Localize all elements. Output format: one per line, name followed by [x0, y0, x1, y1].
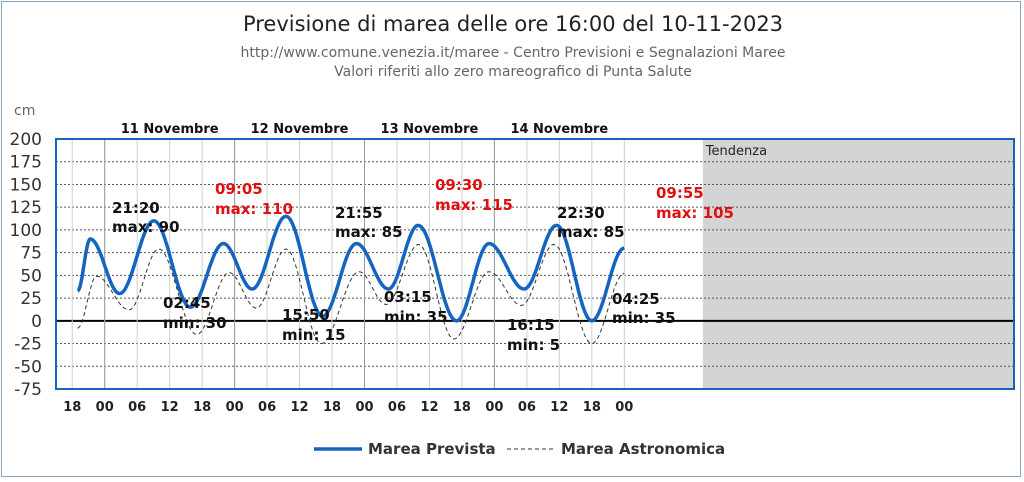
plot-frame — [55, 138, 1015, 390]
x-tick-label: 12 — [291, 400, 309, 415]
x-tick-label: 18 — [323, 400, 341, 415]
annotation-value: max: 85 — [557, 223, 625, 241]
astronomical-tide-line — [77, 243, 625, 345]
y-tick-label: 25 — [20, 289, 42, 309]
y-tick-label: -25 — [14, 335, 42, 355]
chart-subtitle-reference: Valori riferiti allo zero mareografico d… — [334, 64, 692, 80]
annotation-time: 09:55 — [656, 184, 704, 202]
y-tick-label: 200 — [10, 130, 42, 150]
x-tick-label: 12 — [161, 400, 179, 415]
x-tick-label: 06 — [518, 400, 536, 415]
tendenza-shade — [702, 139, 1014, 389]
annotation-value: max: 110 — [215, 200, 293, 218]
y-tick-label: 0 — [31, 312, 42, 332]
x-tick-label: 06 — [258, 400, 276, 415]
day-label: 11 Novembre — [121, 122, 219, 137]
x-tick-label: 18 — [453, 400, 471, 415]
y-tick-label: 50 — [20, 266, 42, 286]
annotation-value: min: 15 — [282, 326, 346, 344]
annotation-time: 09:30 — [435, 176, 483, 194]
annotation-value: max: 105 — [656, 204, 734, 222]
x-tick-label: 00 — [96, 400, 114, 415]
y-tick-label: -50 — [14, 357, 42, 377]
x-tick-label: 12 — [550, 400, 568, 415]
x-tick-label: 00 — [485, 400, 503, 415]
y-tick-label: 75 — [20, 244, 42, 264]
annotation-value: min: 35 — [384, 308, 448, 326]
chart-title: Previsione di marea delle ore 16:00 del … — [243, 12, 783, 36]
legend-label-forecast: Marea Prevista — [368, 440, 496, 458]
forecast-tide-line — [76, 214, 625, 323]
x-tick-label: 06 — [388, 400, 406, 415]
x-tick-label: 18 — [63, 400, 81, 415]
x-tick-label: 18 — [583, 400, 601, 415]
legend-label-astronomical: Marea Astronomica — [561, 440, 725, 458]
annotation-time: 09:05 — [215, 180, 263, 198]
annotation-time: 21:55 — [335, 204, 383, 222]
chart-subtitle-source: http://www.comune.venezia.it/maree - Cen… — [240, 45, 785, 61]
tendenza-label: Tendenza — [705, 144, 767, 159]
x-tick-label: 00 — [355, 400, 373, 415]
day-label: 12 Novembre — [251, 122, 349, 137]
y-tick-label: 125 — [10, 198, 42, 218]
annotation-time: 21:20 — [112, 199, 160, 217]
x-tick-label: 06 — [128, 400, 146, 415]
annotation-time: 02:45 — [163, 294, 211, 312]
annotation-value: max: 90 — [112, 218, 180, 236]
annotation-value: min: 5 — [507, 336, 560, 354]
y-tick-label: 175 — [10, 153, 42, 173]
day-label: 13 Novembre — [381, 122, 479, 137]
y-tick-label: -75 — [14, 380, 42, 400]
x-tick-label: 00 — [226, 400, 244, 415]
annotation-time: 22:30 — [557, 204, 605, 222]
annotation-value: min: 35 — [612, 309, 676, 327]
annotation-time: 15:50 — [282, 306, 330, 324]
annotation-time: 03:15 — [384, 288, 432, 306]
y-tick-label: 150 — [10, 175, 42, 195]
day-label: 14 Novembre — [510, 122, 608, 137]
annotation-time: 16:15 — [507, 316, 555, 334]
annotation-value: min: 30 — [163, 314, 227, 332]
annotation-time: 04:25 — [612, 290, 660, 308]
y-axis-unit: cm — [14, 103, 35, 119]
x-tick-label: 12 — [420, 400, 438, 415]
x-tick-label: 00 — [615, 400, 633, 415]
y-tick-label: 100 — [10, 221, 42, 241]
x-tick-label: 18 — [193, 400, 211, 415]
annotation-value: max: 115 — [435, 196, 513, 214]
annotation-value: max: 85 — [335, 223, 403, 241]
